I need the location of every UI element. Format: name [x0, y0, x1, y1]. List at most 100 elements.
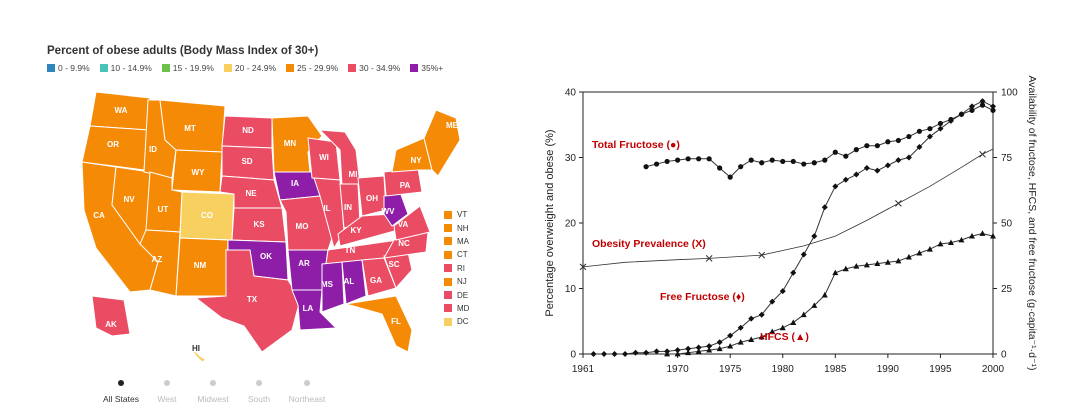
total-fructose-point	[874, 143, 880, 149]
state-label: ND	[242, 126, 254, 135]
state-label: LA	[303, 304, 314, 313]
small-state-label: MA	[457, 236, 469, 246]
y-right-tick-label: 75	[1001, 153, 1013, 164]
small-state-swatch	[444, 291, 452, 300]
x-tick-label: 1990	[877, 364, 900, 375]
tab-west[interactable]: West	[132, 380, 202, 404]
free-fructose-point	[811, 233, 818, 240]
total-fructose-point	[696, 156, 702, 162]
y-right-tick-label: 50	[1001, 219, 1013, 230]
total-fructose-point	[937, 120, 944, 127]
free-fructose-point	[821, 204, 828, 211]
fructose-chart-panel: 1961 1970 1975 1980 1985 1990 1995 2000 0 10 20 30 4…	[515, 40, 1080, 414]
total-fructose-point	[685, 156, 691, 162]
free-fructose-point	[832, 183, 839, 190]
map-legend: 0 - 9.9% 10 - 14.9% 15 - 19.9% 20 - 24.9% 25…	[47, 63, 443, 73]
total-fructose-point	[927, 126, 933, 132]
state-label: AK	[105, 320, 117, 329]
x-tick-label: 1980	[772, 364, 795, 375]
hfcs-point	[926, 246, 933, 252]
small-state-key-item: DC	[444, 315, 469, 328]
tab-label: All States	[103, 394, 139, 404]
state-label: MN	[284, 139, 297, 148]
series-annotation: Free Fructose (♦)	[660, 291, 745, 303]
legend-swatch	[47, 64, 55, 72]
total-fructose-point	[885, 139, 891, 145]
tab-label: South	[247, 394, 271, 404]
tab-northeast[interactable]: Northeast	[272, 380, 342, 404]
total-fructose-point	[979, 102, 986, 108]
state-label: NY	[410, 156, 422, 165]
hfcs-point	[937, 240, 944, 247]
hfcs-point	[706, 346, 713, 353]
tab-all-states[interactable]: All States	[86, 380, 156, 404]
total-fructose-point	[822, 157, 828, 163]
tab-south[interactable]: South	[224, 380, 294, 404]
state-label: SD	[241, 157, 252, 166]
y-left-tick-label: 40	[565, 88, 577, 99]
state-label: MS	[321, 280, 334, 289]
hfcs-point	[685, 349, 692, 356]
y-right-tick-label: 25	[1001, 284, 1013, 295]
state-label: MO	[296, 222, 309, 231]
hfcs-point	[758, 333, 765, 340]
state-label: TN	[345, 246, 356, 255]
state-label: IL	[323, 204, 330, 213]
series-annotation: Obesity Prevalence (X)	[592, 238, 706, 250]
y-left-tick-label: 0	[570, 350, 576, 361]
legend-item: 30 - 34.9%	[348, 63, 400, 73]
free-fructose-point	[748, 315, 755, 322]
state-label: IA	[291, 179, 299, 188]
state-label: WY	[192, 168, 206, 177]
free-fructose-point	[916, 144, 923, 151]
obesity-point	[979, 150, 986, 158]
state-label: WI	[319, 153, 329, 162]
small-state-label: NH	[457, 223, 469, 233]
hfcs-point	[832, 269, 839, 276]
free-fructose-point	[590, 351, 597, 357]
obesity-map-panel: Percent of obese adults (Body Mass Index…	[0, 0, 510, 414]
tab-midwest[interactable]: Midwest	[178, 380, 248, 404]
legend-label: 10 - 14.9%	[110, 63, 152, 73]
state-hi	[190, 348, 207, 363]
total-fructose-point	[864, 143, 870, 149]
hfcs-point	[916, 249, 923, 256]
state-label: FL	[391, 317, 401, 326]
state-label: OR	[107, 140, 119, 149]
small-state-swatch	[444, 237, 452, 246]
legend-item: 0 - 9.9%	[47, 63, 90, 73]
state-label: ID	[149, 145, 157, 154]
total-fructose-point	[675, 157, 681, 163]
legend-label: 15 - 19.9%	[172, 63, 214, 73]
fructose-obesity-chart: 1961 1970 1975 1980 1985 1990 1995 2000 0 10 20 30 4…	[544, 75, 1038, 375]
legend-label: 25 - 29.9%	[297, 63, 339, 73]
total-fructose-point	[706, 156, 712, 162]
state-label: WV	[382, 207, 396, 216]
small-state-swatch	[444, 210, 452, 219]
state-label: IN	[344, 203, 352, 212]
free-fructose-point	[706, 343, 713, 350]
total-fructose-point	[738, 164, 744, 170]
legend-item: 25 - 29.9%	[286, 63, 338, 73]
hfcs-point	[874, 260, 881, 267]
us-map: WA OR CA ID NV MT WY UT AZ CO NM ND SD NE KS OK TX MN IA MO…	[81, 91, 461, 363]
small-state-key-item: CT	[444, 248, 469, 261]
free-fructose-point	[874, 167, 881, 174]
free-fructose-point	[926, 133, 933, 140]
obesity-point	[579, 263, 587, 271]
free-fructose-point	[685, 345, 692, 352]
small-state-swatch	[444, 317, 452, 326]
total-fructose-point	[717, 165, 723, 171]
total-fructose-point	[990, 107, 996, 113]
hfcs-point	[968, 232, 975, 239]
small-state-key-item: MD	[444, 302, 469, 315]
legend-item: 15 - 19.9%	[161, 63, 214, 73]
y-left-tick-label: 10	[565, 284, 577, 295]
small-state-label: MD	[457, 303, 470, 313]
total-fructose-point	[916, 128, 923, 134]
legend-label: 0 - 9.9%	[58, 63, 90, 73]
free-fructose-point	[884, 162, 891, 169]
small-state-key-item: DE	[444, 288, 469, 301]
hfcs-point	[958, 236, 965, 243]
obesity-point	[705, 255, 713, 262]
